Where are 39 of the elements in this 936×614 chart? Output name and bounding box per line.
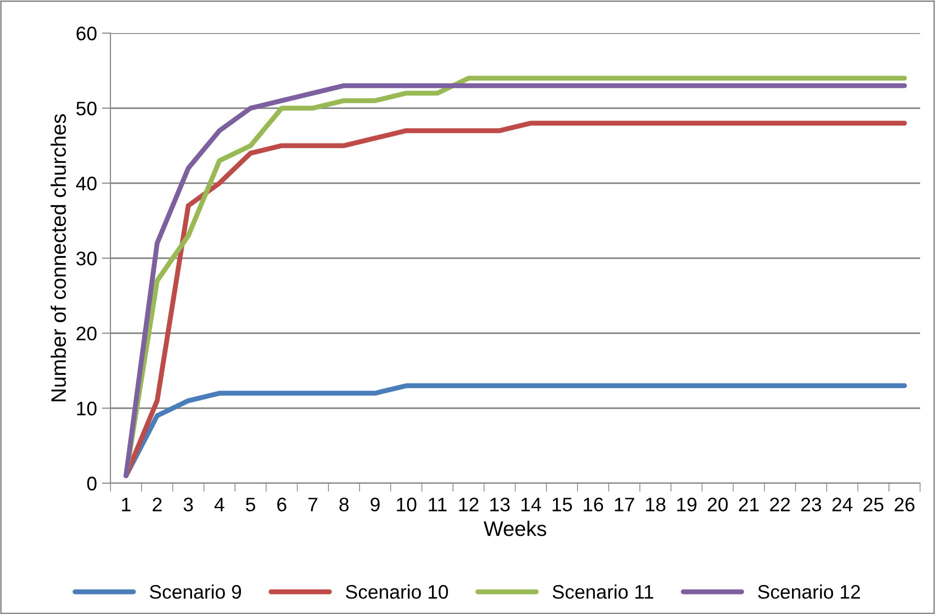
- y-tick-label: 60: [76, 26, 96, 40]
- y-tick-label: 10: [77, 402, 96, 416]
- y-tick-label: 0: [87, 476, 96, 490]
- x-tick-label: 4: [214, 498, 224, 512]
- y-axis-title: Number of connected churches: [50, 114, 66, 402]
- x-tick-label: 6: [277, 498, 286, 512]
- x-tick-label: 19: [677, 498, 696, 512]
- x-tick-label: 21: [738, 498, 759, 512]
- x-tick-label: 13: [490, 498, 510, 512]
- x-tick-label: 2: [152, 498, 162, 512]
- x-tick-label: 1: [122, 498, 130, 512]
- x-tick-label: 24: [832, 498, 852, 512]
- x-tick-label: 20: [708, 498, 728, 512]
- x-axis-title: Weeks: [484, 520, 546, 536]
- y-tick-label: 30: [76, 252, 96, 266]
- x-tick-label: 23: [801, 498, 822, 512]
- x-tick-label: 10: [396, 498, 416, 512]
- legend-label: Scenario 12: [758, 584, 860, 599]
- x-tick-label: 8: [339, 498, 349, 512]
- x-tick-label: 26: [894, 498, 914, 512]
- x-tick-label: 3: [184, 498, 193, 512]
- x-tick-label: 25: [864, 498, 884, 512]
- x-tick-label: 18: [646, 498, 666, 512]
- x-tick-label: 22: [770, 498, 790, 512]
- x-tick-label: 15: [552, 498, 572, 512]
- y-tick-label: 20: [76, 326, 96, 340]
- x-tick-label: 5: [246, 498, 256, 512]
- x-tick-label: 9: [370, 498, 380, 512]
- y-tick-label: 50: [76, 102, 96, 116]
- x-tick-label: 14: [522, 498, 542, 512]
- x-tick-label: 11: [428, 498, 447, 512]
- legend-label: Scenario 10: [346, 584, 448, 599]
- legend-label: Scenario 9: [150, 584, 241, 599]
- x-tick-label: 7: [308, 498, 318, 512]
- x-tick-label: 17: [614, 498, 634, 512]
- x-tick-label: 16: [584, 498, 604, 512]
- y-tick-label: 40: [76, 176, 96, 190]
- x-tick-label: 12: [459, 498, 478, 512]
- legend-label: Scenario 11: [552, 584, 654, 599]
